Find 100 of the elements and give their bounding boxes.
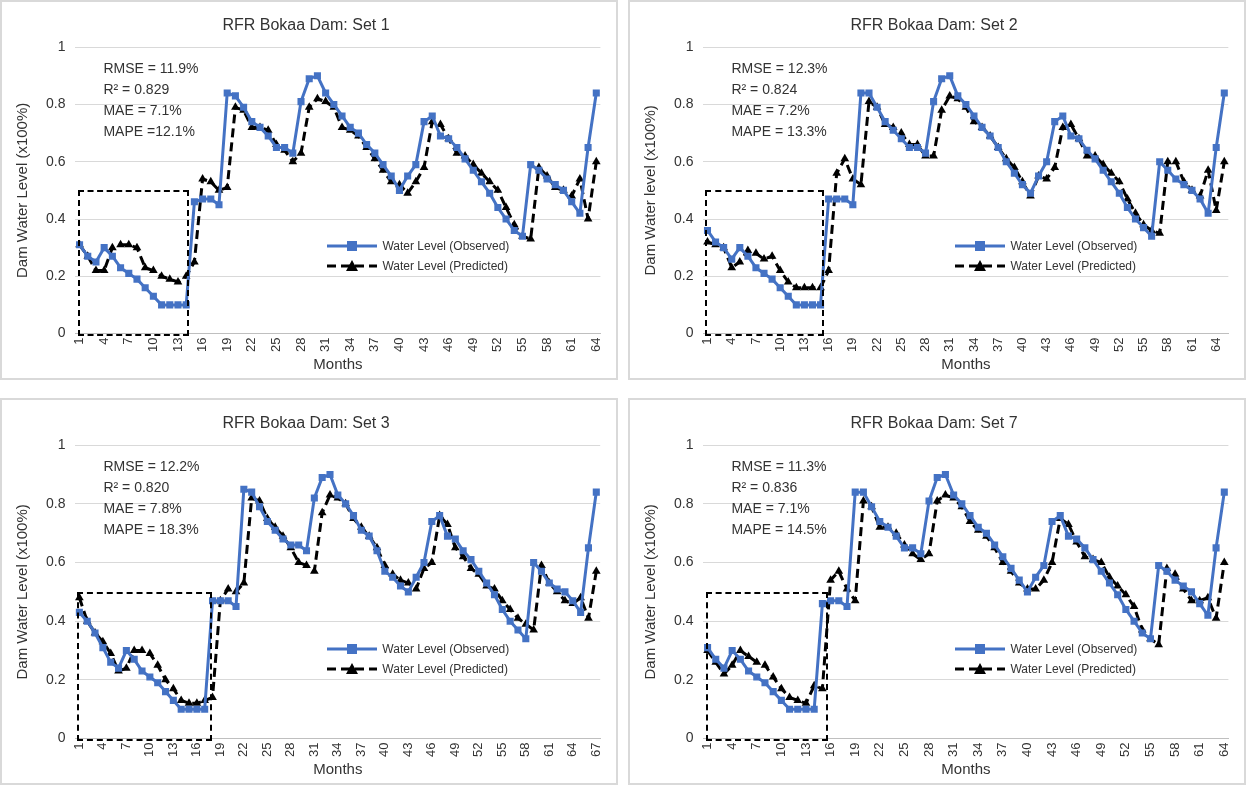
y-tick-label: 0.2 [673,670,694,687]
x-tick-label: 34 [965,337,981,353]
annotation: MAE = 7.2% [731,102,810,119]
x-tick-label: 7 [117,742,133,750]
x-tick-label: 1 [71,337,87,345]
x-tick-label: 13 [164,742,180,758]
annotation: MAE = 7.8% [103,500,182,517]
x-tick-label: 25 [267,337,283,353]
x-tick-label: 16 [194,337,210,353]
legend-label: Water Level (Observed) [382,238,510,256]
x-tick-label: 13 [795,337,811,353]
x-axis-title: Months [313,355,363,373]
x-tick-label: 28 [282,742,298,758]
x-tick-label: 61 [540,742,556,758]
annotation: MAPE = 14.5% [731,521,827,538]
x-tick-label: 10 [772,742,788,758]
x-tick-label: 55 [1135,337,1151,353]
x-tick-label: 25 [892,337,908,353]
x-tick-label: 28 [917,337,933,353]
annotation: MAE = 7.1% [731,500,810,517]
x-tick-label: 34 [969,742,985,758]
y-axis-title: Dam Water level (x100%) [641,105,659,276]
x-tick-label: 22 [871,742,887,758]
x-tick-label: 52 [470,742,486,758]
x-tick-label: 4 [94,742,110,750]
x-tick-label: 28 [920,742,936,758]
x-tick-label: 40 [391,337,407,353]
y-tick-label: 0.4 [673,209,694,226]
y-tick-label: 0.8 [673,494,694,511]
y-tick-label: 1 [685,38,694,55]
legend-label: Water Level (Observed) [1010,238,1138,256]
y-tick-label: 0 [685,729,694,746]
x-tick-label: 25 [895,742,911,758]
legend-label: Water Level (Observed) [1010,640,1138,658]
x-tick-label: 7 [748,742,764,750]
x-tick-label: 37 [989,337,1005,353]
x-tick-label: 58 [1159,337,1175,353]
x-tick-label: 43 [1043,742,1059,758]
x-tick-label: 61 [563,337,579,353]
x-tick-label: 31 [945,742,961,758]
x-tick-label: 16 [188,742,204,758]
y-tick-label: 0.4 [45,612,66,629]
x-axis-title: Months [313,760,363,778]
y-tick-label: 1 [685,436,694,453]
x-axis-title: Months [941,760,991,778]
y-tick-label: 0 [57,729,66,746]
x-tick-label: 19 [218,337,234,353]
y-tick-label: 0.2 [45,267,66,284]
x-tick-label: 64 [1207,337,1223,353]
x-tick-label: 1 [699,337,715,345]
annotation: RMSE = 11.3% [731,458,827,475]
annotation: MAPE =12.1% [103,123,195,140]
x-tick-label: 1 [70,742,86,750]
x-tick-label: 55 [514,337,530,353]
annotation: MAE = 7.1% [103,102,182,119]
y-tick-label: 1 [57,38,66,55]
chart-title: RFR Bokaa Dam: Set 7 [850,414,1018,432]
x-tick-label: 58 [517,742,533,758]
x-tick-label: 13 [797,742,813,758]
x-axis-title: Months [941,355,991,373]
x-tick-label: 58 [538,337,554,353]
x-tick-label: 31 [941,337,957,353]
y-tick-label: 0.4 [673,612,694,629]
x-tick-label: 34 [341,337,357,353]
x-tick-label: 31 [305,742,321,758]
annotation: RMSE = 12.2% [103,458,200,475]
x-tick-label: 46 [1062,337,1078,353]
y-tick-label: 0.8 [45,494,66,511]
legend-label: Water Level (Predicted) [1010,258,1136,276]
x-tick-label: 64 [587,337,603,353]
y-tick-label: 0 [57,324,66,341]
x-tick-label: 13 [169,337,185,353]
x-tick-label: 22 [868,337,884,353]
x-tick-label: 46 [423,742,439,758]
x-tick-label: 28 [292,337,308,353]
x-tick-label: 43 [415,337,431,353]
x-tick-label: 46 [440,337,456,353]
x-tick-label: 64 [564,742,580,758]
x-tick-label: 40 [376,742,392,758]
x-tick-label: 37 [366,337,382,353]
annotation: R² = 0.824 [731,81,798,98]
x-tick-label: 61 [1191,742,1207,758]
y-tick-label: 0.6 [45,553,66,570]
y-tick-label: 0.2 [673,267,694,284]
x-tick-label: 52 [1117,742,1133,758]
x-tick-label: 16 [820,337,836,353]
x-tick-label: 49 [1092,742,1108,758]
x-tick-label: 22 [235,742,251,758]
x-tick-label: 10 [141,742,157,758]
x-tick-label: 46 [1068,742,1084,758]
chart-title: RFR Bokaa Dam: Set 2 [850,16,1018,34]
x-tick-label: 10 [144,337,160,353]
x-tick-label: 40 [1014,337,1029,353]
annotation: R² = 0.829 [103,81,170,98]
x-tick-label: 10 [771,337,787,353]
x-tick-label: 55 [493,742,509,758]
chart-title: RFR Bokaa Dam: Set 3 [222,414,390,432]
y-tick-label: 0 [685,324,694,341]
x-tick-label: 19 [844,337,860,353]
x-tick-label: 19 [846,742,862,758]
